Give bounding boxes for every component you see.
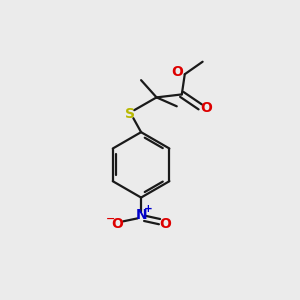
Text: N: N (135, 208, 147, 222)
Text: O: O (171, 65, 183, 79)
Text: O: O (111, 217, 123, 231)
Text: −: − (106, 213, 116, 224)
Text: O: O (200, 101, 212, 116)
Text: S: S (125, 107, 135, 121)
Text: O: O (160, 217, 171, 231)
Text: +: + (143, 204, 152, 214)
